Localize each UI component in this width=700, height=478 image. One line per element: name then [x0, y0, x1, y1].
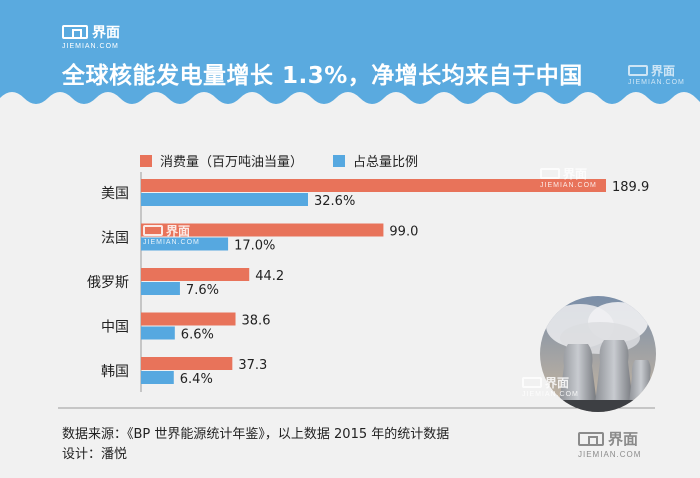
bar-consumption	[141, 179, 606, 192]
legend-swatch-red	[140, 154, 152, 167]
bar-share	[141, 371, 174, 384]
legend-label: 占总量比例	[353, 155, 419, 170]
page-title: 全球核能发电量增长 1.3%，净增长均来自于中国	[62, 63, 583, 89]
data-label-share: 17.0%	[234, 239, 275, 254]
chart-legend: 消费量（百万吨油当量） 占总量比例	[140, 151, 418, 170]
designer-credit: 设计：潘悦	[62, 447, 128, 462]
bar-consumption	[141, 312, 236, 326]
legend-swatch-blue	[333, 154, 346, 167]
data-label-share: 32.6%	[314, 194, 355, 209]
bar-share	[141, 282, 180, 295]
bar-consumption	[141, 268, 250, 281]
logo-text: 界面	[608, 430, 639, 448]
legend-item-consumption: 消费量（百万吨油当量）	[140, 151, 303, 170]
footer: 数据来源：《BP 世界能源统计年鉴》，以上数据 2015 年的统计数据 设计：潘…	[62, 425, 449, 465]
bar-consumption	[141, 223, 384, 237]
source-note: 数据来源：《BP 世界能源统计年鉴》，以上数据 2015 年的统计数据	[62, 427, 450, 442]
category-label: 中国	[101, 320, 129, 336]
category-label: 美国	[101, 186, 129, 202]
logo-subtext: JIEMIAN.COM	[62, 43, 119, 50]
data-label-consumption: 38.6	[242, 314, 271, 329]
nuclear-plant-photo	[540, 296, 656, 412]
legend-label: 消费量（百万吨油当量）	[160, 155, 304, 170]
legend-item-share: 占总量比例	[333, 151, 418, 170]
bar-share	[141, 237, 229, 251]
data-label-consumption: 37.3	[238, 358, 267, 373]
bar-share	[141, 326, 175, 340]
bar-share	[141, 193, 308, 206]
data-label-consumption: 189.9	[612, 180, 649, 195]
brand-logo[interactable]: 界面 JIEMIAN.COM	[62, 22, 120, 50]
category-label: 俄罗斯	[87, 275, 129, 291]
logo-text: 界面	[92, 25, 120, 41]
bar-consumption	[141, 357, 233, 370]
data-label-share: 7.6%	[186, 283, 219, 298]
logo-subtext: JIEMIAN.COM	[578, 450, 642, 459]
category-label: 法国	[101, 231, 129, 247]
data-label-share: 6.6%	[181, 328, 214, 343]
logo-icon	[578, 431, 604, 446]
data-label-consumption: 44.2	[255, 269, 284, 284]
data-label-share: 6.4%	[180, 372, 213, 387]
bar-chart: 美国 189.9 32.6% 法国 99.0 17.0% 俄罗斯 44.2 7.6% 中国 38.6…	[58, 172, 655, 409]
logo-icon	[62, 25, 88, 39]
category-label: 韩国	[101, 364, 129, 380]
data-label-consumption: 99.0	[389, 225, 418, 240]
wave-divider	[0, 92, 700, 110]
footer-logo[interactable]: 界面 JIEMIAN.COM	[578, 428, 641, 459]
